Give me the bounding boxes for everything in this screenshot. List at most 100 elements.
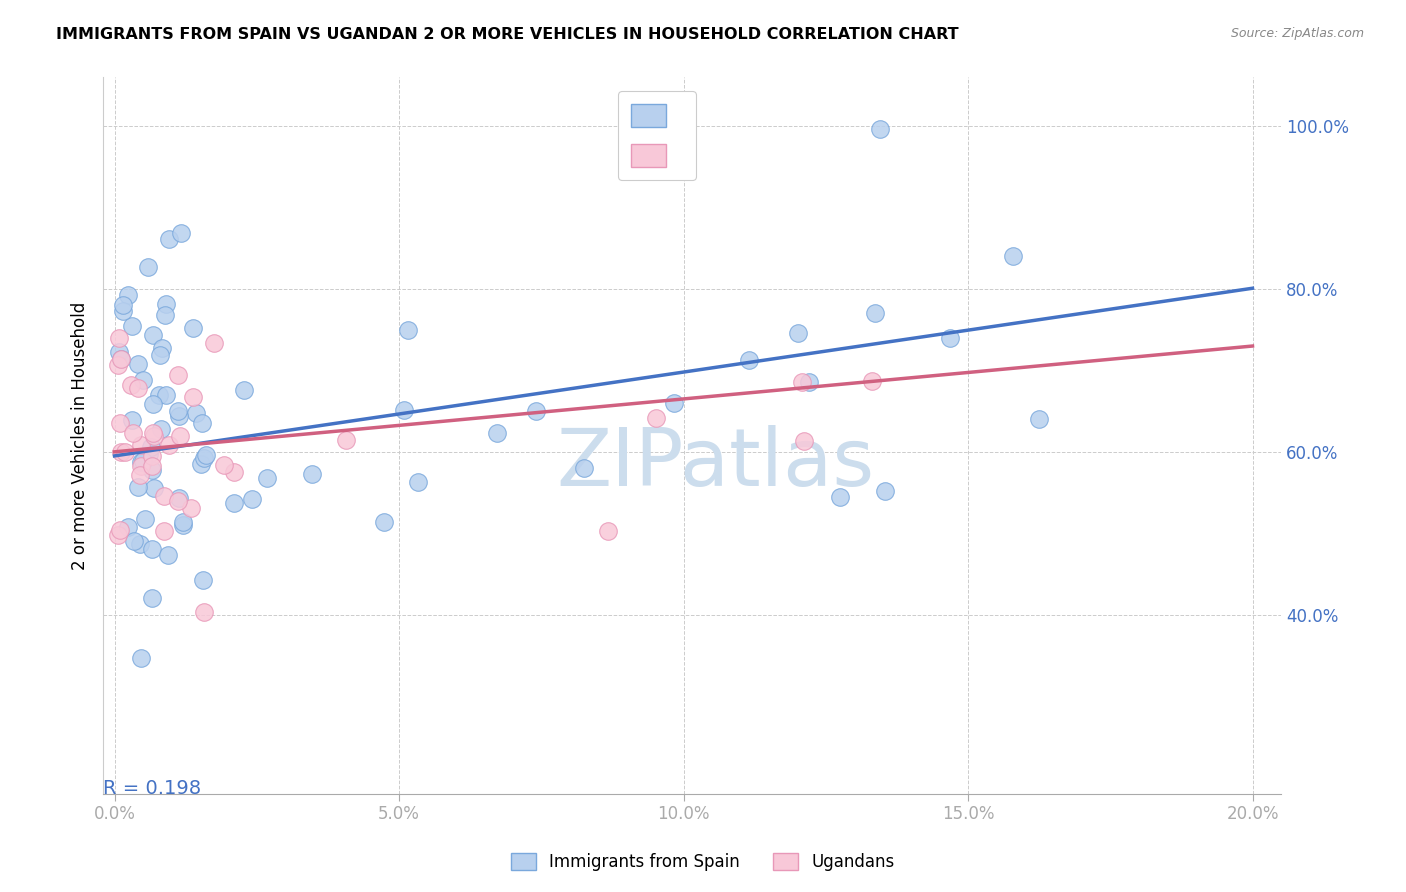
Point [129,438,152,452]
Point [240,492,263,507]
Point [193,451,215,466]
Text: Source: ZipAtlas.com: Source: ZipAtlas.com [1230,27,1364,40]
Point [129,454,152,468]
Point [129,458,152,473]
Point [797,375,820,389]
Point [141,463,163,477]
Point [190,457,212,471]
Text: ZIPatlas: ZIPatlas [557,425,875,503]
Point [110,352,132,367]
Point [110,351,132,366]
Point [793,434,815,449]
Point [170,227,193,241]
Point [828,490,851,504]
Point [574,461,596,475]
Point [860,374,883,388]
Point [1002,249,1025,263]
Point [153,524,176,539]
Point [122,534,145,549]
Point [865,305,887,319]
Point [107,527,129,541]
Point [396,323,419,337]
Point [1028,412,1050,426]
Point [139,440,162,454]
Point [155,388,177,402]
Legend: Immigrants from Spain, Ugandans: Immigrants from Spain, Ugandans [503,845,903,880]
Point [143,429,166,443]
Point [524,403,547,417]
Point [169,409,191,424]
Point [222,496,245,510]
Point [157,437,180,451]
Point [191,573,214,587]
Point [873,483,896,498]
Point [129,651,152,665]
Point [112,297,135,311]
Point [117,520,139,534]
Point [142,481,165,495]
Point [787,326,810,340]
Text: R = 0.198: R = 0.198 [103,779,201,797]
Point [180,501,202,516]
Point [108,416,131,430]
Point [335,433,357,447]
Point [256,470,278,484]
Point [127,381,149,395]
Point [169,429,191,443]
Point [148,348,170,362]
Point [149,422,172,436]
Point [664,396,686,410]
Y-axis label: 2 or more Vehicles in Household: 2 or more Vehicles in Household [72,301,89,570]
Point [141,542,163,557]
Point [132,373,155,387]
Point [110,445,132,459]
Point [107,345,129,359]
Point [869,122,891,136]
Point [790,376,813,390]
Point [132,454,155,468]
Point [193,606,215,620]
Point [598,524,620,539]
Point [110,523,132,537]
Point [645,411,668,425]
Point [150,341,173,355]
Point [157,548,180,562]
Point [155,297,177,311]
Point [122,426,145,441]
Point [153,308,176,322]
Point [127,357,149,371]
Point [142,397,165,411]
Point [129,537,152,551]
Point [373,516,395,530]
Point [141,591,163,606]
Text: IMMIGRANTS FROM SPAIN VS UGANDAN 2 OR MORE VEHICLES IN HOUSEHOLD CORRELATION CHA: IMMIGRANTS FROM SPAIN VS UGANDAN 2 OR MO… [56,27,959,42]
Point [141,450,163,464]
Point [157,232,180,246]
Point [222,465,245,479]
Point [167,491,190,505]
Point [183,321,205,335]
Point [166,494,188,508]
Legend: , : , [617,91,696,180]
Point [153,489,176,503]
Point [117,288,139,302]
Point [138,447,160,461]
Point [138,260,160,275]
Point [738,353,761,368]
Point [134,512,156,526]
Point [392,403,415,417]
Point [121,318,143,333]
Point [107,358,129,372]
Point [114,445,136,459]
Point [485,425,508,440]
Point [202,336,225,351]
Point [181,390,204,404]
Point [142,426,165,441]
Point [128,468,150,483]
Point [172,517,194,532]
Point [301,467,323,482]
Point [191,416,214,430]
Point [127,480,149,494]
Point [120,378,142,392]
Point [212,458,235,472]
